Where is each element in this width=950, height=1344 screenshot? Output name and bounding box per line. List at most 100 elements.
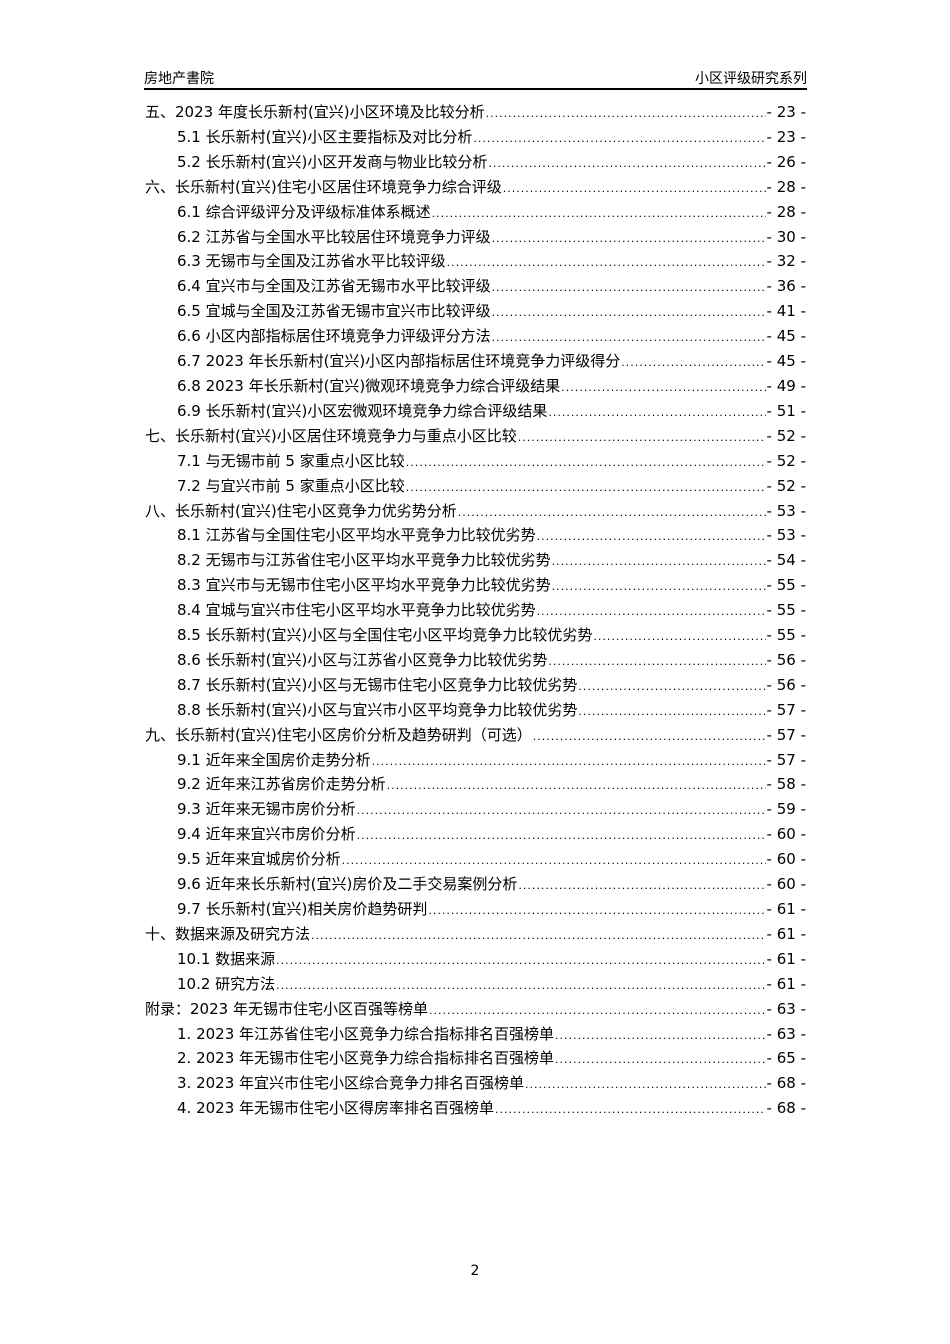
toc-entry-title: 6.5 宜城与全国及江苏省无锡市宜兴市比较评级 [177, 302, 491, 321]
dot-leader [488, 152, 765, 177]
toc-entry-title: 5.2 长乐新村(宜兴)小区开发商与物业比较分析 [177, 152, 488, 171]
toc-entry-title: 八、长乐新村(宜兴)住宅小区竞争力优劣势分析 [145, 501, 457, 520]
page-number: 2 [470, 1263, 480, 1279]
toc-entry-title: 4. 2023 年无锡市住宅小区得房率排名百强榜单 [177, 1099, 495, 1118]
toc-entry-page: - 53 - [766, 526, 806, 545]
toc-entry-page: - 68 - [766, 1099, 806, 1118]
dot-leader [342, 849, 766, 874]
toc-section-entry[interactable]: 6.1 综合评级评分及评级标准体系概述 - 28 - [145, 200, 806, 225]
dot-leader [276, 949, 765, 974]
dot-leader [276, 974, 765, 999]
toc-entry-page: - 26 - [766, 152, 806, 171]
toc-entry-page: - 56 - [766, 650, 806, 669]
toc-section-entry[interactable]: 9.7 长乐新村(宜兴)相关房价趋势研判 - 61 - [145, 897, 806, 922]
toc-entry-page: - 45 - [766, 352, 806, 371]
dot-leader [372, 750, 766, 775]
toc-entry-title: 3. 2023 年宜兴市住宅小区综合竞争力排名百强榜单 [177, 1074, 525, 1093]
table-of-contents: 五、2023 年度长乐新村(宜兴)小区环境及比较分析- 23 -5.1 长乐新村… [145, 100, 806, 1121]
toc-entry-title: 五、2023 年度长乐新村(宜兴)小区环境及比较分析 [145, 103, 485, 121]
dot-leader [492, 227, 766, 252]
toc-section-entry[interactable]: 9.1 近年来全国房价走势分析 - 57 - [145, 748, 806, 773]
toc-entry-title: 8.6 长乐新村(宜兴)小区与江苏省小区竞争力比较优劣势 [177, 650, 548, 669]
dot-leader [593, 625, 765, 650]
toc-entry-page: - 57 - [766, 725, 806, 744]
toc-entry-page: - 61 - [766, 924, 806, 943]
toc-entry-title: 六、长乐新村(宜兴)住宅小区居住环境竞争力综合评级 [145, 177, 502, 196]
toc-section-entry[interactable]: 3. 2023 年宜兴市住宅小区综合竞争力排名百强榜单 - 68 - [145, 1071, 806, 1096]
dot-leader [561, 376, 765, 401]
toc-entry-page: - 52 - [766, 451, 806, 470]
dot-leader [578, 700, 765, 725]
toc-entry-title: 6.3 无锡市与全国及江苏省水平比较评级 [177, 252, 446, 271]
toc-section-entry[interactable]: 5.2 长乐新村(宜兴)小区开发商与物业比较分析 - 26 - [145, 150, 806, 175]
toc-entry-title: 7.2 与宜兴市前 5 家重点小区比较 [177, 476, 405, 495]
toc-section-entry[interactable]: 8.1 江苏省与全国住宅小区平均水平竞争力比较优劣势 - 53 - [145, 523, 806, 548]
toc-section-entry[interactable]: 8.2 无锡市与江苏省住宅小区平均水平竞争力比较优劣势 - 54 - [145, 548, 806, 573]
toc-chapter-entry[interactable]: 九、长乐新村(宜兴)住宅小区房价分析及趋势研判（可选） - 57 - [145, 723, 806, 748]
dot-leader [518, 426, 766, 451]
toc-section-entry[interactable]: 6.6 小区内部指标居住环境竞争力评级评分方法 - 45 - [145, 324, 806, 349]
toc-entry-title: 9.6 近年来长乐新村(宜兴)房价及二手交易案例分析 [177, 875, 518, 894]
toc-entry-title: 2. 2023 年无锡市住宅小区竞争力综合指标排名百强榜单 [177, 1049, 555, 1068]
toc-section-entry[interactable]: 8.4 宜城与宜兴市住宅小区平均水平竞争力比较优劣势 - 55 - [145, 598, 806, 623]
toc-section-entry[interactable]: 4. 2023 年无锡市住宅小区得房率排名百强榜单 - 68 - [145, 1096, 806, 1121]
toc-entry-page: - 45 - [766, 327, 806, 346]
toc-entry-title: 附录：2023 年无锡市住宅小区百强等榜单 [145, 999, 428, 1018]
toc-section-entry[interactable]: 6.5 宜城与全国及江苏省无锡市宜兴市比较评级 - 41 - [145, 299, 806, 324]
toc-entry-title: 十、数据来源及研究方法 [145, 924, 311, 943]
dot-leader [406, 476, 766, 501]
toc-section-entry[interactable]: 6.3 无锡市与全国及江苏省水平比较评级 - 32 - [145, 249, 806, 274]
toc-section-entry[interactable]: 10.1 数据来源 - 61 - [145, 947, 806, 972]
toc-entry-page: - 30 - [766, 227, 806, 246]
toc-entry-title: 6.6 小区内部指标居住环境竞争力评级评分方法 [177, 327, 491, 346]
toc-section-entry[interactable]: 6.7 2023 年长乐新村(宜兴)小区内部指标居住环境竞争力评级得分 - 45 … [145, 349, 806, 374]
toc-entry-page: - 61 - [766, 949, 806, 968]
toc-section-entry[interactable]: 6.4 宜兴市与全国及江苏省无锡市水平比较评级 - 36 - [145, 274, 806, 299]
toc-section-entry[interactable]: 8.8 长乐新村(宜兴)小区与宜兴市小区平均竞争力比较优劣势 - 57 - [145, 698, 806, 723]
dot-leader [555, 1048, 766, 1073]
toc-entry-title: 8.5 长乐新村(宜兴)小区与全国住宅小区平均竞争力比较优劣势 [177, 626, 593, 645]
toc-section-entry[interactable]: 9.6 近年来长乐新村(宜兴)房价及二手交易案例分析 - 60 - [145, 872, 806, 897]
toc-section-entry[interactable]: 6.8 2023 年长乐新村(宜兴)微观环境竞争力综合评级结果 - 49 - [145, 374, 806, 399]
toc-entry-page: - 53 - [766, 501, 806, 520]
toc-section-entry[interactable]: 9.4 近年来宜兴市房价分析 - 60 - [145, 822, 806, 847]
toc-entry-title: 8.4 宜城与宜兴市住宅小区平均水平竞争力比较优劣势 [177, 601, 536, 620]
toc-section-entry[interactable]: 6.9 长乐新村(宜兴)小区宏微观环境竞争力综合评级结果 - 51 - [145, 399, 806, 424]
toc-section-entry[interactable]: 10.2 研究方法 - 61 - [145, 972, 806, 997]
dot-leader [492, 301, 766, 326]
toc-section-entry[interactable]: 2. 2023 年无锡市住宅小区竞争力综合指标排名百强榜单 - 65 - [145, 1046, 806, 1071]
toc-entry-title: 10.2 研究方法 [177, 974, 276, 993]
toc-entry-page: - 60 - [766, 825, 806, 844]
toc-chapter-entry[interactable]: 六、长乐新村(宜兴)住宅小区居住环境竞争力综合评级 - 28 - [145, 175, 806, 200]
dot-leader [492, 276, 766, 301]
toc-entry-page: - 32 - [766, 252, 806, 271]
toc-entry-page: - 57 - [766, 700, 806, 719]
toc-section-entry[interactable]: 8.3 宜兴市与无锡市住宅小区平均水平竞争力比较优劣势 - 55 - [145, 573, 806, 598]
toc-entry-page: - 52 - [766, 476, 806, 495]
toc-entry-page: - 51 - [766, 401, 806, 420]
toc-entry-page: - 54 - [766, 551, 806, 570]
dot-leader [548, 650, 765, 675]
toc-entry-page: - 68 - [766, 1074, 806, 1093]
toc-section-entry[interactable]: 9.5 近年来宜城房价分析 - 60 - [145, 847, 806, 872]
toc-section-entry[interactable]: 9.3 近年来无锡市房价分析 - 59 - [145, 797, 806, 822]
toc-section-entry[interactable]: 6.2 江苏省与全国水平比较居住环境竞争力评级 - 30 - [145, 225, 806, 250]
toc-section-entry[interactable]: 9.2 近年来江苏省房价走势分析 - 58 - [145, 772, 806, 797]
toc-section-entry[interactable]: 1. 2023 年江苏省住宅小区竞争力综合指标排名百强榜单 - 63 - [145, 1022, 806, 1047]
toc-chapter-entry[interactable]: 十、数据来源及研究方法 - 61 - [145, 922, 806, 947]
dot-leader [406, 451, 766, 476]
toc-chapter-entry[interactable]: 附录：2023 年无锡市住宅小区百强等榜单 - 63 - [145, 997, 806, 1022]
toc-entry-page: - 41 - [766, 302, 806, 321]
toc-chapter-entry[interactable]: 八、长乐新村(宜兴)住宅小区竞争力优劣势分析 - 53 - [145, 499, 806, 524]
toc-section-entry[interactable]: 7.2 与宜兴市前 5 家重点小区比较 - 52 - [145, 474, 806, 499]
toc-section-entry[interactable]: 8.5 长乐新村(宜兴)小区与全国住宅小区平均竞争力比较优劣势 - 55 - [145, 623, 806, 648]
toc-section-entry[interactable]: 8.7 长乐新村(宜兴)小区与无锡市住宅小区竞争力比较优劣势 - 56 - [145, 673, 806, 698]
toc-entry-page: - 65 - [766, 1049, 806, 1068]
dot-leader [533, 725, 766, 750]
toc-section-entry[interactable]: 8.6 长乐新村(宜兴)小区与江苏省小区竞争力比较优劣势 - 56 - [145, 648, 806, 673]
toc-chapter-entry[interactable]: 五、2023 年度长乐新村(宜兴)小区环境及比较分析 - 23 - [145, 100, 806, 125]
toc-section-entry[interactable]: 7.1 与无锡市前 5 家重点小区比较 - 52 - [145, 449, 806, 474]
toc-section-entry[interactable]: 5.1 长乐新村(宜兴)小区主要指标及对比分析 - 23 - [145, 125, 806, 150]
toc-chapter-entry[interactable]: 七、长乐新村(宜兴)小区居住环境竞争力与重点小区比较 - 52 - [145, 424, 806, 449]
dot-leader [429, 999, 766, 1024]
